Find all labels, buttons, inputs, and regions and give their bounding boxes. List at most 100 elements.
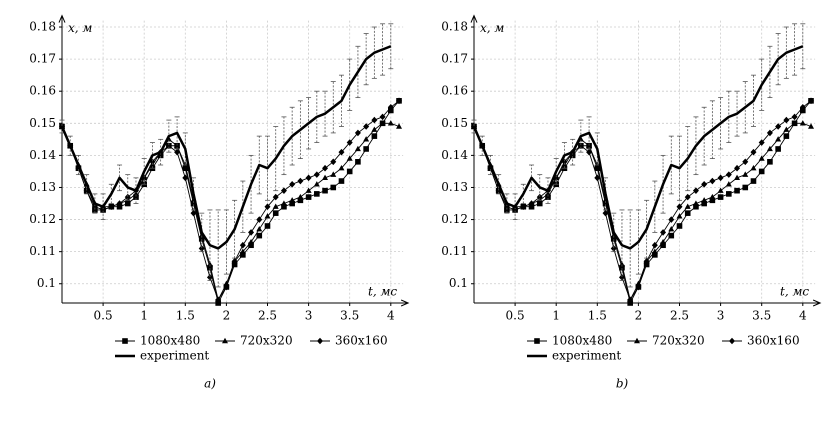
data-point: [248, 242, 254, 249]
data-point: [124, 200, 131, 207]
error-bar: [125, 174, 131, 201]
error-bar: [504, 193, 510, 214]
data-point: [783, 126, 790, 132]
y-tick-label: 0.12: [441, 212, 468, 226]
data-point: [684, 193, 691, 201]
series-line: [60, 45, 392, 250]
error-bar: [545, 177, 551, 204]
data-point: [116, 200, 123, 207]
x-axis-label: t, мс: [780, 285, 809, 299]
data-point: [750, 178, 757, 184]
data-point: [652, 252, 658, 258]
x-tick-label: 4: [799, 309, 807, 323]
data-point: [684, 210, 691, 216]
data-point: [297, 197, 304, 204]
data-point: [660, 238, 667, 245]
data-point: [322, 174, 329, 181]
data-point: [330, 158, 337, 166]
data-point: [206, 274, 213, 281]
data-point: [758, 139, 765, 146]
data-point: [297, 193, 304, 200]
data-point: [354, 129, 361, 137]
data-point: [602, 200, 609, 207]
data-point: [346, 155, 353, 161]
data-point: [83, 187, 90, 194]
data-point: [165, 142, 172, 150]
y-tick-label: 0.11: [29, 244, 56, 258]
data-point: [338, 148, 345, 156]
y-tick-label: 0.18: [29, 20, 56, 34]
y-axis-arrow: [58, 14, 66, 23]
data-point: [305, 187, 312, 193]
data-point: [190, 200, 197, 207]
data-point: [289, 197, 296, 203]
x-axis-label: t, мс: [368, 285, 397, 299]
data-point: [651, 241, 658, 249]
data-point: [338, 165, 345, 171]
error-bar: [479, 135, 485, 156]
y-tick-label: 0.14: [29, 148, 56, 162]
data-point: [808, 97, 815, 105]
y-tick-label: 0.1: [449, 276, 468, 290]
error-bar: [75, 154, 81, 176]
data-point: [693, 203, 699, 210]
data-point: [767, 159, 773, 165]
error-bar: [553, 158, 559, 185]
caption: b): [616, 377, 629, 391]
y-tick-label: 0.1: [37, 276, 56, 290]
data-point: [594, 165, 601, 172]
data-point: [635, 283, 642, 291]
series-line: [61, 100, 400, 301]
legend-marker: [222, 337, 228, 344]
data-point: [594, 174, 601, 182]
error-bar: [520, 183, 526, 204]
y-tick-label: 0.14: [441, 148, 468, 162]
data-point: [660, 242, 666, 249]
data-point: [726, 191, 732, 197]
error-bar: [586, 116, 592, 150]
data-point: [750, 148, 757, 156]
x-tick-label: 3: [305, 309, 313, 323]
error-bar: [141, 158, 147, 185]
data-point: [248, 238, 255, 245]
data-point: [256, 216, 263, 223]
legend-label: 1080x480: [140, 334, 200, 348]
data-point: [264, 223, 271, 229]
data-point: [387, 120, 394, 126]
data-point: [355, 159, 361, 165]
data-point: [717, 187, 724, 193]
y-tick-label: 0.13: [441, 180, 468, 194]
data-point: [635, 280, 642, 286]
data-point: [791, 113, 798, 121]
data-point: [297, 177, 304, 185]
data-point: [264, 213, 271, 219]
data-point: [709, 193, 716, 200]
legend-label: 360x160: [747, 334, 800, 348]
data-point: [256, 232, 263, 239]
data-point: [379, 120, 386, 126]
data-point: [108, 203, 115, 211]
data-point: [618, 274, 625, 281]
error-bar: [487, 154, 493, 176]
error-bar: [92, 193, 98, 214]
data-point: [808, 123, 815, 129]
data-point: [717, 194, 724, 200]
data-point: [91, 203, 98, 211]
error-bar: [166, 119, 172, 153]
legend-label: 720x320: [240, 334, 293, 348]
data-point: [766, 129, 773, 137]
y-tick-label: 0.11: [441, 244, 468, 258]
data-point: [660, 229, 667, 236]
y-tick-label: 0.15: [29, 116, 56, 130]
data-point: [248, 229, 255, 236]
series-line: [472, 45, 804, 250]
data-point: [280, 200, 287, 206]
data-point: [561, 158, 568, 166]
y-axis-arrow: [470, 14, 478, 23]
x-tick-label: 0.5: [506, 309, 525, 323]
data-point: [643, 257, 650, 265]
error-bar: [133, 177, 139, 204]
data-point: [766, 145, 773, 152]
data-point: [396, 123, 403, 129]
x-tick-label: 2.5: [670, 309, 689, 323]
